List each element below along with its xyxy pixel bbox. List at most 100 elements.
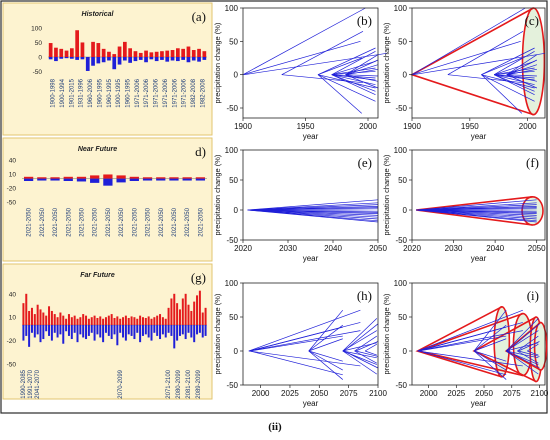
y-tick-label: 40 xyxy=(9,291,17,298)
bar-positive xyxy=(153,317,156,325)
bar-positive xyxy=(39,309,42,325)
category-label: 1982-2008 xyxy=(200,78,206,107)
bar-negative xyxy=(128,57,133,63)
plot-frame xyxy=(242,7,379,119)
category-label: 2021-2050 xyxy=(198,207,204,236)
series-line xyxy=(418,350,507,376)
category-label: 1971-2006 xyxy=(182,78,188,107)
series-line xyxy=(345,74,379,77)
series-line xyxy=(493,74,535,95)
line-panel-i: 2000 2025 2050 2075 2100 -50 0 50 100 year precipi… xyxy=(382,279,549,408)
category-label: 1990-2085 xyxy=(21,369,27,398)
bar-negative xyxy=(107,57,111,61)
y-tick-label: 50 xyxy=(398,37,407,46)
category-label: 2021-2050 xyxy=(93,207,99,236)
bar-panel-background xyxy=(2,2,213,136)
y-axis-label: precipitation change (%) xyxy=(382,293,391,374)
series-line xyxy=(473,350,507,371)
bar-negative xyxy=(156,325,159,336)
bar-positive xyxy=(128,48,133,57)
series-line xyxy=(342,350,378,375)
series-line xyxy=(331,51,376,75)
series-line xyxy=(247,199,379,211)
bar-positive xyxy=(48,43,53,57)
bar-positive xyxy=(87,318,90,325)
bar-positive xyxy=(112,54,117,57)
series-line xyxy=(506,68,537,76)
y-tick-label: 100 xyxy=(394,146,408,155)
series-line xyxy=(473,309,507,352)
bar-positive xyxy=(167,307,170,325)
series-line xyxy=(317,47,376,75)
bar-negative xyxy=(33,325,36,338)
bar-positive xyxy=(156,315,159,325)
bar-negative xyxy=(154,57,159,62)
category-label: 2089-2099 xyxy=(196,369,202,398)
category-label: 1960-1995 xyxy=(107,78,113,107)
y-axis-label: precipitation change (%) xyxy=(213,154,222,235)
bar-positive xyxy=(67,314,70,325)
x-tick-label: 2050 xyxy=(310,389,328,398)
y-tick-label: 10 xyxy=(9,172,17,179)
bar-positive xyxy=(139,315,142,325)
bar-negative xyxy=(133,57,138,62)
x-tick-label: 2030 xyxy=(445,244,463,253)
y-tick-label: 50 xyxy=(398,313,407,322)
category-label: 1991-2070 xyxy=(28,369,34,398)
category-label: 1971-2006 xyxy=(163,78,169,107)
bar-negative xyxy=(62,325,65,344)
category-label: 1900-1994 xyxy=(60,78,66,107)
bar-negative xyxy=(122,57,127,61)
bar-negative xyxy=(202,57,207,60)
bar-negative xyxy=(161,325,164,335)
bar-positive xyxy=(91,41,95,57)
y-tick-label: -50 xyxy=(33,69,43,76)
line-panel-f: 2020 2030 2040 2050 -50 0 50 100 year precipitati… xyxy=(382,146,546,263)
bar-negative xyxy=(101,57,106,63)
series-line xyxy=(518,341,540,352)
y-tick-label: -50 xyxy=(7,362,17,369)
bar-negative xyxy=(82,325,85,338)
bar-negative xyxy=(65,325,68,332)
y-tick-label: 100 xyxy=(225,4,239,13)
bar-negative xyxy=(54,57,58,62)
y-tick-label: 0 xyxy=(234,347,239,356)
bar-negative xyxy=(175,57,180,62)
series-line xyxy=(331,74,376,95)
category-label: 2021-2050 xyxy=(172,207,178,236)
series-line xyxy=(411,40,521,76)
plot-frame xyxy=(242,149,379,241)
bar-positive xyxy=(170,50,175,57)
series-line xyxy=(481,47,535,75)
series-line xyxy=(345,64,379,76)
x-axis-label: year xyxy=(303,132,319,141)
series-line xyxy=(416,209,537,223)
bar-negative xyxy=(42,325,45,340)
bar-negative xyxy=(53,325,56,333)
x-tick-label: 2075 xyxy=(340,389,358,398)
x-tick-label: 2000 xyxy=(252,389,270,398)
y-tick-label: -50 xyxy=(226,104,238,113)
bar-positive xyxy=(90,317,93,325)
line-panel-c: 1900 1950 2000 -50 0 50 100 year precipitation c… xyxy=(382,4,546,141)
bar-negative xyxy=(28,325,31,347)
bar-negative xyxy=(173,325,176,349)
y-axis-label: precipitation change (%) xyxy=(382,22,391,103)
bar-negative xyxy=(50,178,60,181)
bar-panel-label: (a) xyxy=(192,9,206,24)
bar-positive xyxy=(53,314,56,325)
bar-positive xyxy=(127,317,130,325)
bar-negative xyxy=(116,178,126,183)
bar-positive xyxy=(62,315,65,325)
series-line xyxy=(506,54,538,75)
x-axis-label: year xyxy=(471,132,487,141)
y-tick-label: -50 xyxy=(395,236,407,245)
bar-positive xyxy=(133,51,138,57)
bar-positive xyxy=(156,177,166,179)
series-line xyxy=(247,209,379,223)
series-line xyxy=(247,208,379,211)
bar-panel-d: Near Future d) 40 10 -20 -50 2021-2050 2021-205… xyxy=(2,137,213,262)
series-line xyxy=(317,57,362,75)
series-line xyxy=(345,68,379,76)
bar-negative xyxy=(107,325,110,336)
